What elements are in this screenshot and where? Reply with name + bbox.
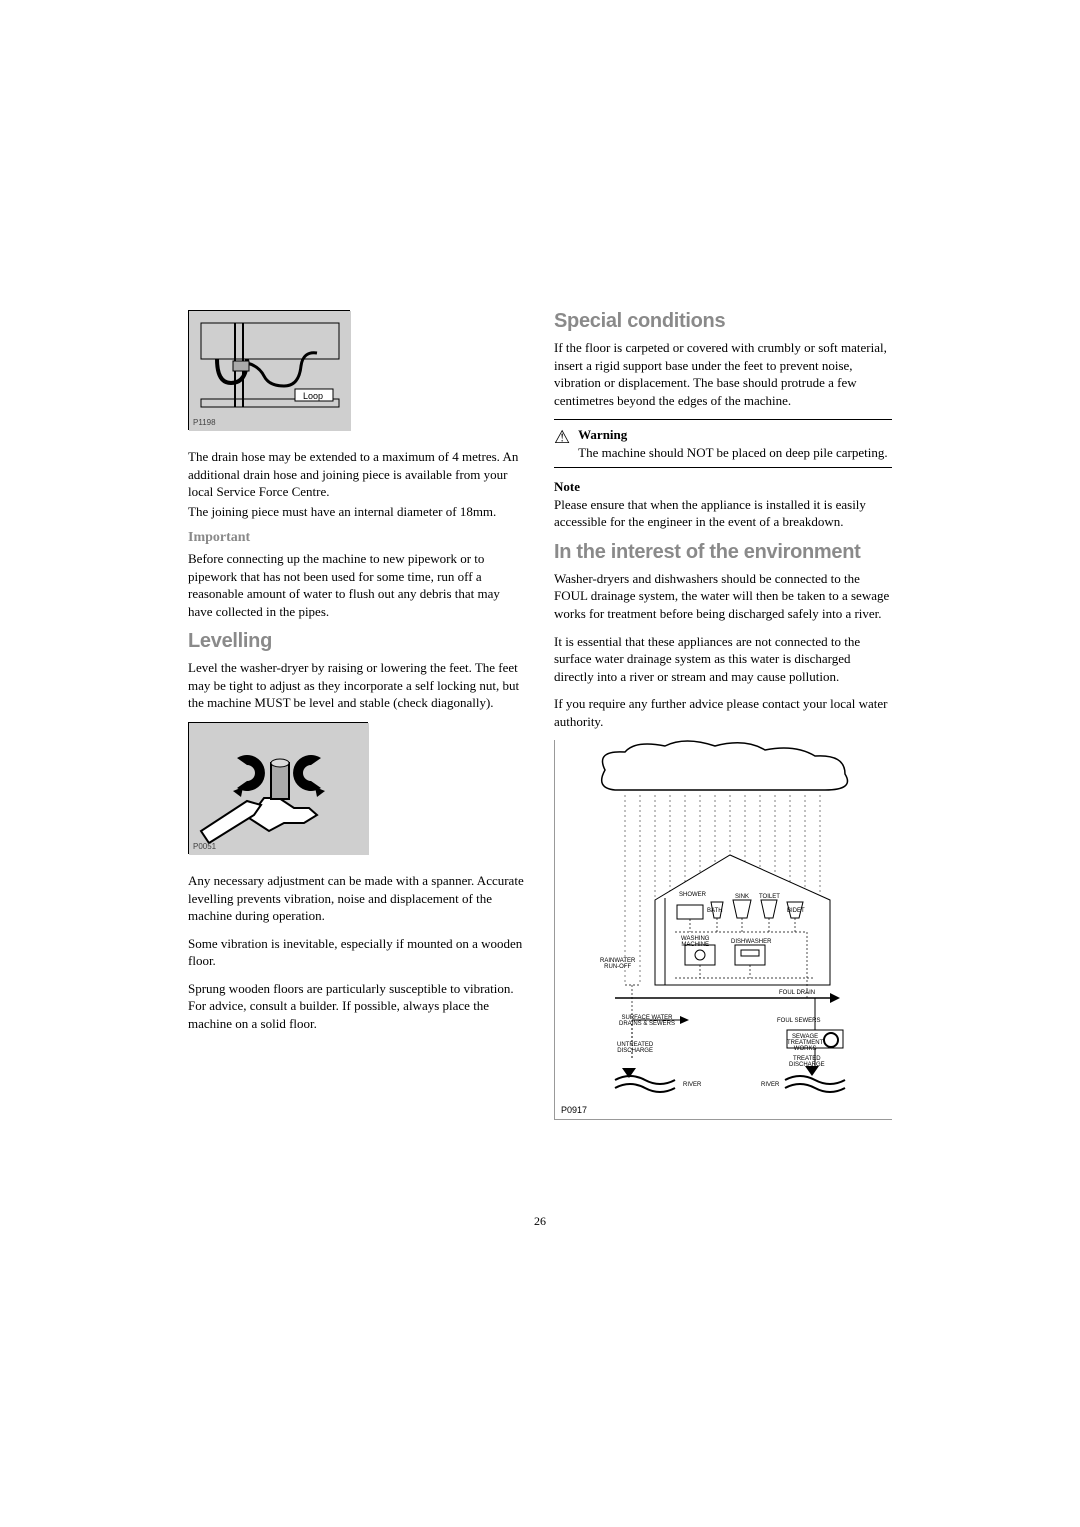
important-text: Before connecting up the machine to new …	[188, 550, 526, 620]
levelling-text-3: Some vibration is inevitable, especially…	[188, 935, 526, 970]
warning-triangle-icon: ⚠	[554, 426, 570, 461]
joining-piece-text: The joining piece must have an internal …	[188, 503, 526, 521]
river-1-label: RIVER	[683, 1082, 701, 1088]
bidet-label: BIDET	[787, 908, 805, 914]
drain-diagram-icon	[189, 311, 351, 431]
drain-hose-figure: Loop P1198	[188, 310, 350, 430]
dishwasher-label: DISHWASHER	[731, 939, 771, 945]
environment-text-1: Washer-dryers and dishwashers should be …	[554, 570, 892, 623]
loop-label: Loop	[303, 391, 323, 401]
environment-heading: In the interest of the environment	[554, 541, 892, 564]
rainwater-label: RAINWATER RUN-OFF	[600, 958, 635, 970]
important-heading: Important	[188, 530, 526, 546]
sink-label: SINK	[735, 894, 749, 900]
environment-text-3: If you require any further advice please…	[554, 695, 892, 730]
untreated-label: UNTREATED DISCHARGE	[617, 1042, 653, 1054]
levelling-text-4: Sprung wooden floors are particularly su…	[188, 980, 526, 1033]
page-content: Loop P1198 The drain hose may be extende…	[188, 310, 892, 1138]
surface-water-label: SURFACE WATER DRAINS & SEWERS	[619, 1015, 675, 1027]
washing-label: WASHING MACHINE	[681, 936, 709, 948]
environment-text-2: It is essential that these appliances ar…	[554, 633, 892, 686]
figure-code: P0051	[193, 842, 216, 851]
warning-box: ⚠ Warning The machine should NOT be plac…	[554, 419, 892, 468]
river-2-label: RIVER	[761, 1082, 779, 1088]
warning-text: The machine should NOT be placed on deep…	[578, 445, 888, 460]
environment-diagram: SHOWER BATH SINK TOILET BIDET WASHING MA…	[554, 740, 892, 1120]
note-text: Please ensure that when the appliance is…	[554, 497, 866, 530]
warning-content: Warning The machine should NOT be placed…	[578, 426, 888, 461]
warning-label: Warning	[578, 427, 627, 442]
sewage-label: SEWAGE TREATMENT WORKS	[787, 1034, 823, 1052]
shower-label: SHOWER	[679, 892, 706, 898]
levelling-heading: Levelling	[188, 630, 526, 653]
drain-hose-text: The drain hose may be extended to a maxi…	[188, 448, 526, 501]
note-block: Note Please ensure that when the applian…	[554, 478, 892, 531]
figure-code: P0917	[561, 1105, 587, 1115]
levelling-text-2: Any necessary adjustment can be made wit…	[188, 872, 526, 925]
figure-code: P1198	[193, 418, 216, 427]
toilet-label: TOILET	[759, 894, 780, 900]
page-number: 26	[0, 1214, 1080, 1229]
special-conditions-heading: Special conditions	[554, 310, 892, 333]
bath-label: BATH	[707, 908, 723, 914]
right-column: Special conditions If the floor is carpe…	[554, 310, 892, 1138]
two-column-layout: Loop P1198 The drain hose may be extende…	[188, 310, 892, 1138]
levelling-text-1: Level the washer-dryer by raising or low…	[188, 659, 526, 712]
foul-drain-label: FOUL DRAIN	[779, 990, 815, 996]
left-column: Loop P1198 The drain hose may be extende…	[188, 310, 526, 1138]
treated-label: TREATED DISCHARGE	[789, 1056, 825, 1068]
special-conditions-text: If the floor is carpeted or covered with…	[554, 339, 892, 409]
note-label: Note	[554, 479, 580, 494]
levelling-figure: P0051	[188, 722, 368, 854]
foul-sewers-label: FOUL SEWERS	[777, 1018, 820, 1024]
spanner-feet-icon	[189, 723, 369, 855]
drainage-diagram-icon	[555, 740, 893, 1120]
